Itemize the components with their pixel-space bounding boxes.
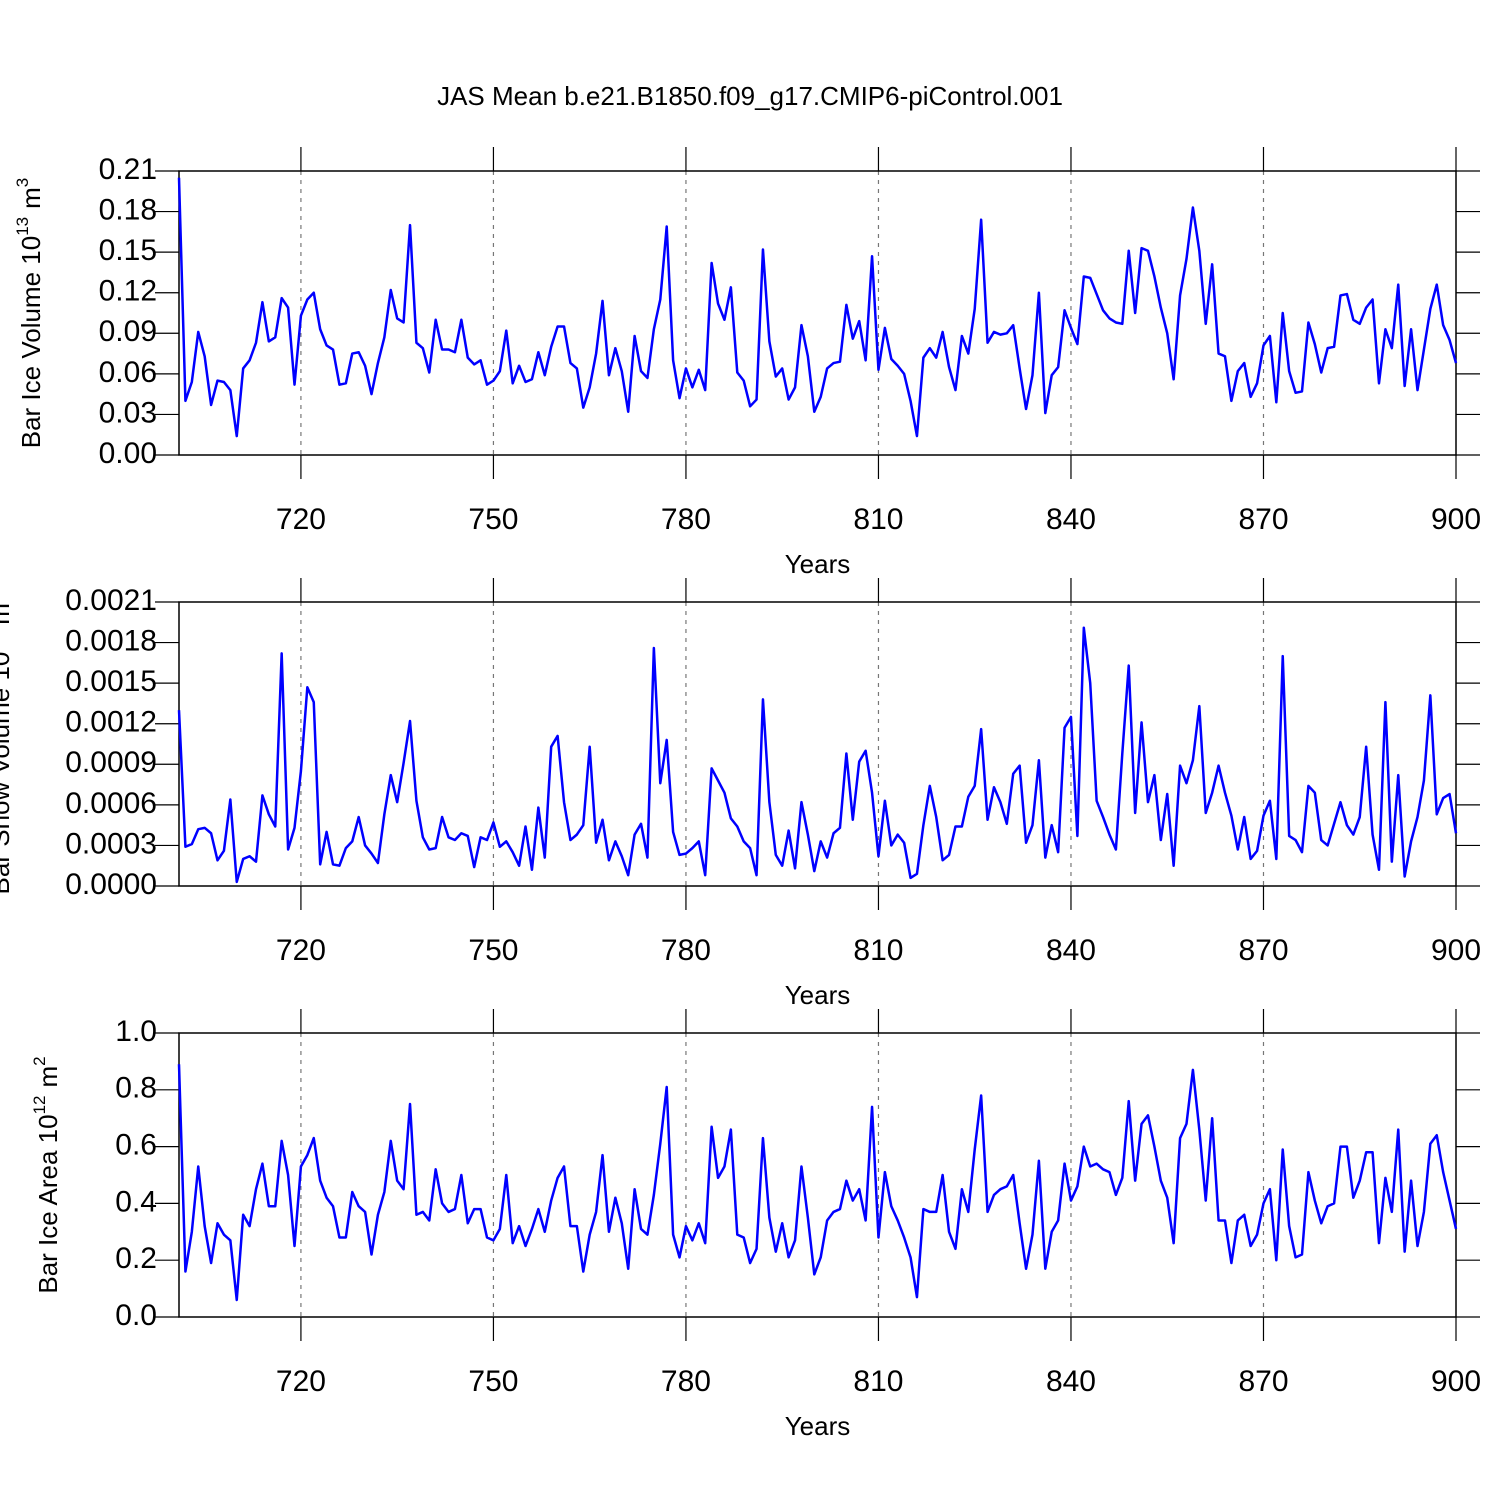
y-tick-label: 0.0000 [65, 868, 157, 901]
y-tick-label: 0.21 [99, 153, 157, 186]
y-axis-label-unit: m [33, 1066, 63, 1088]
y-axis-label-text: Bar Ice Area 10 [33, 1114, 63, 1293]
x-tick-label: 900 [1431, 934, 1481, 967]
y-tick-label: 0.18 [99, 193, 157, 226]
x-tick-label: 780 [661, 934, 711, 967]
y-tick-label: 0.0012 [65, 706, 157, 739]
x-tick-label: 720 [276, 503, 326, 536]
y-tick-label: 0.0 [115, 1299, 157, 1332]
y-tick-label: 0.0009 [65, 746, 157, 779]
data-line [177, 1064, 1458, 1302]
panel: 720 750 780 810 840 870 900 0.0 0.2 0.4 0.6 0.8 1.0 Y… [30, 1009, 1481, 1441]
x-tick-label: 720 [276, 934, 326, 967]
y-tick-label: 0.8 [115, 1072, 157, 1105]
figure-title: JAS Mean b.e21.B1850.f09_g17.CMIP6-piCon… [437, 81, 1063, 111]
plot-frame [178, 601, 1457, 887]
y-tick-label: 0.0015 [65, 665, 157, 698]
y-tick-label: 0.03 [99, 396, 157, 429]
x-tick-label: 720 [276, 1365, 326, 1398]
data-line [177, 626, 1458, 884]
x-tick-label: 900 [1431, 503, 1481, 536]
x-tick-label: 870 [1238, 934, 1288, 967]
y-tick-label: 0.12 [99, 275, 157, 308]
panel: 720 750 780 810 840 870 900 0.0000 0.0003 0.0006 0… [0, 578, 1481, 1010]
y-axis-label-unit-exp: 2 [30, 1056, 49, 1065]
y-axis-label-exp: 13 [0, 633, 1, 652]
y-axis-label: Bar Ice Area 1012 m2 [30, 1056, 63, 1293]
y-axis-label: Bar Ice Volume 1013 m3 [13, 178, 46, 449]
x-tick-label: 750 [468, 503, 518, 536]
plot-frame [178, 1032, 1457, 1318]
y-axis-label-unit: m [16, 187, 46, 209]
x-tick-label: 870 [1238, 503, 1288, 536]
y-axis-label-text: Bar Snow Volume 10 [0, 652, 15, 895]
x-tick-label: 810 [853, 503, 903, 536]
y-tick-label: 1.0 [115, 1015, 157, 1048]
y-axis-label-unit-exp: 3 [13, 178, 32, 187]
x-tick-label: 870 [1238, 1365, 1288, 1398]
x-tick-label: 780 [661, 503, 711, 536]
y-tick-label: 0.09 [99, 315, 157, 348]
x-tick-label: 810 [853, 934, 903, 967]
y-axis-label: Bar Snow Volume 1013 m3 [0, 594, 15, 895]
x-tick-label: 750 [468, 934, 518, 967]
y-tick-label: 0.15 [99, 234, 157, 267]
y-axis-label-unit-exp: 3 [0, 594, 1, 603]
x-tick-label: 840 [1046, 934, 1096, 967]
x-axis-label: Years [785, 1411, 851, 1441]
y-axis-label-unit: m [0, 603, 15, 625]
x-tick-label: 840 [1046, 1365, 1096, 1398]
plot-frame [178, 170, 1457, 456]
y-tick-label: 0.0003 [65, 827, 157, 860]
x-axis-label: Years [785, 549, 851, 579]
y-axis-label-exp: 12 [30, 1095, 49, 1114]
y-tick-label: 0.06 [99, 356, 157, 389]
y-axis-label-text: Bar Ice Volume 10 [16, 236, 46, 448]
y-tick-label: 0.4 [115, 1185, 157, 1218]
y-tick-label: 0.6 [115, 1129, 157, 1162]
x-tick-label: 810 [853, 1365, 903, 1398]
x-tick-label: 900 [1431, 1365, 1481, 1398]
x-axis-label: Years [785, 980, 851, 1010]
x-tick-label: 750 [468, 1365, 518, 1398]
y-tick-label: 0.0021 [65, 584, 157, 617]
x-tick-label: 780 [661, 1365, 711, 1398]
panel: 720 750 780 810 840 870 900 0.00 0.03 0.06 0.09 0.1… [13, 147, 1481, 579]
y-tick-label: 0.00 [99, 437, 157, 470]
y-axis-label-exp: 13 [13, 217, 32, 236]
x-tick-label: 840 [1046, 503, 1096, 536]
y-tick-label: 0.0018 [65, 624, 157, 657]
data-line [177, 177, 1458, 438]
y-tick-label: 0.2 [115, 1242, 157, 1275]
y-tick-label: 0.0006 [65, 787, 157, 820]
